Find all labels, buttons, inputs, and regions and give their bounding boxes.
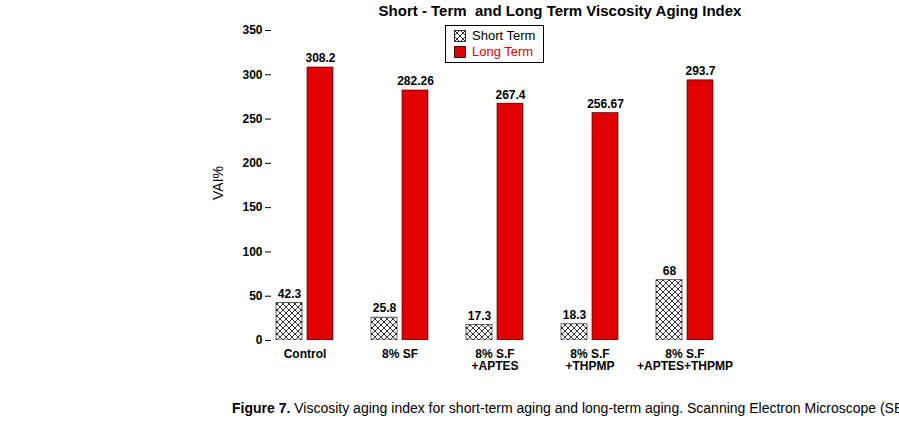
svg-text:293.7: 293.7 [685,64,715,78]
svg-text:Control: Control [284,347,327,361]
svg-text:50: 50 [249,289,263,303]
svg-text:250: 250 [242,112,262,126]
svg-text:256.67: 256.67 [587,97,624,111]
svg-text:200: 200 [242,156,262,170]
svg-text:267.4: 267.4 [495,88,525,102]
svg-text:42.3: 42.3 [278,287,302,301]
svg-text:25.8: 25.8 [373,301,397,315]
svg-text:8% SF: 8% SF [382,347,418,361]
svg-text:18.3: 18.3 [563,308,587,322]
svg-text:8% S.F+APTES: 8% S.F+APTES [471,347,518,373]
svg-text:150: 150 [242,200,262,214]
svg-text:0: 0 [256,333,263,347]
svg-text:308.2: 308.2 [305,51,335,65]
svg-text:8% S.F+APTES+THPMP: 8% S.F+APTES+THPMP [637,347,733,373]
svg-text:282.26: 282.26 [397,74,434,88]
svg-text:300: 300 [242,68,262,82]
svg-text:100: 100 [242,245,262,259]
svg-text:17.3: 17.3 [468,309,492,323]
html-text:Short - Term and Long Term Vis: Short - Term and Long Term Viscosity Agi… [378,2,742,19]
svg-text:68: 68 [663,264,677,278]
svg-text:8% S.F+THPMP: 8% S.F+THPMP [565,347,614,373]
html-text:VAI%: VAI% [210,166,226,200]
html-text:Long Term: Long Term [472,44,534,59]
html-text:Figure 7.: Figure 7. [232,400,291,416]
html-text:Short Term: Short Term [472,28,536,43]
svg-text:350: 350 [242,23,262,37]
